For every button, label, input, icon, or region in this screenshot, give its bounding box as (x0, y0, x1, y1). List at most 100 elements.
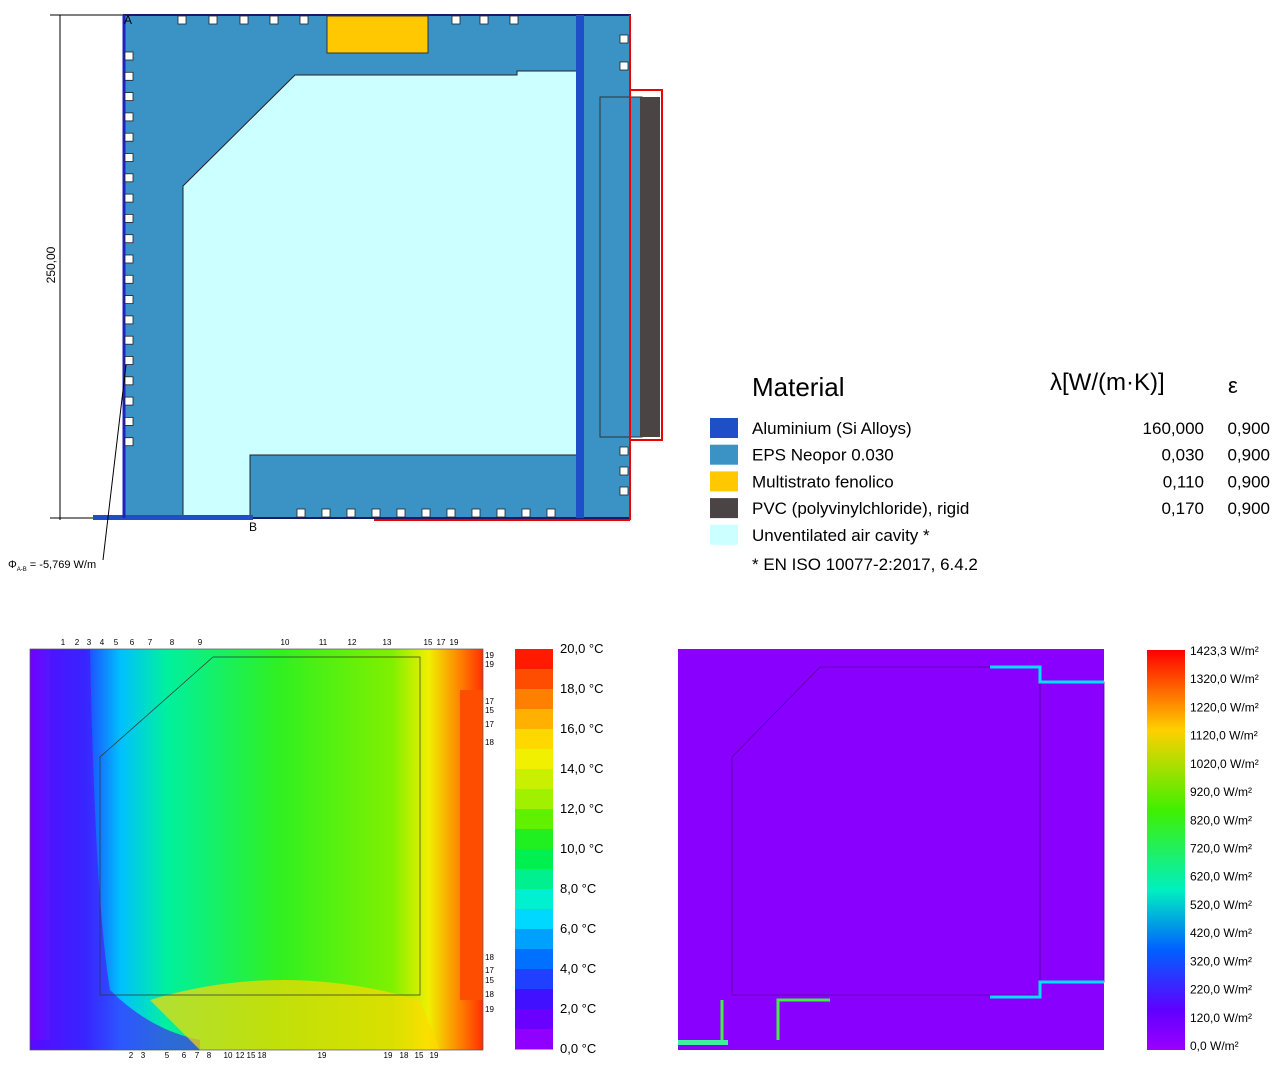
marker (124, 92, 134, 101)
legend-footnote: * EN ISO 10077-2:2017, 6.4.2 (752, 555, 978, 574)
contour-label: 3 (141, 1051, 146, 1060)
marker (619, 446, 629, 456)
marker (619, 486, 629, 496)
contour-label: 17 (485, 966, 494, 975)
scale-label: 18,0 °C (560, 681, 604, 696)
marker (371, 508, 381, 518)
marker (619, 466, 629, 476)
marker (479, 15, 489, 25)
scale-label: 720,0 W/m² (1190, 842, 1252, 856)
scale-band (515, 869, 553, 890)
scale-label: 1220,0 W/m² (1190, 700, 1259, 714)
legend-swatch (710, 471, 738, 492)
marker (124, 132, 134, 142)
scale-label: 120,0 W/m² (1190, 1011, 1252, 1025)
marker (124, 213, 134, 223)
scale-band (515, 809, 553, 830)
aluminium-profile (576, 15, 584, 518)
scale-label: 12,0 °C (560, 801, 604, 816)
contour-label: 15 (485, 706, 494, 715)
legend-lambda: 0,110 (1163, 472, 1204, 491)
marker (124, 274, 134, 284)
scale-band (515, 1009, 553, 1030)
legend-swatch (710, 444, 738, 465)
marker (124, 153, 134, 162)
contour-label: 13 (383, 638, 392, 647)
marker (471, 508, 481, 518)
marker (451, 15, 461, 25)
outline (99, 656, 421, 996)
scale-label: 1020,0 W/m² (1190, 757, 1259, 771)
marker (124, 376, 134, 386)
contour-label: 6 (182, 1051, 187, 1060)
marker (124, 173, 134, 183)
hotspot (990, 665, 1104, 684)
contour-label: 19 (485, 651, 494, 660)
contour-label: 8 (170, 638, 175, 647)
contour-label: 6 (130, 638, 135, 647)
legend-material: PVC (polyvinylchloride), rigid (752, 499, 969, 518)
scale-label: 920,0 W/m² (1190, 785, 1252, 799)
scale-band (515, 789, 553, 810)
legend-swatch (710, 498, 738, 519)
scale-label: 1320,0 W/m² (1190, 672, 1259, 686)
scale-label: 620,0 W/m² (1190, 870, 1252, 884)
plot-border (29, 648, 484, 1051)
pvc (640, 97, 660, 437)
scale-band (515, 669, 553, 690)
contour-label: 2 (75, 638, 80, 647)
marker (446, 508, 456, 518)
legend-header: ε (1228, 373, 1238, 398)
marker (346, 508, 356, 518)
marker (124, 51, 134, 61)
marker (124, 254, 134, 264)
marker (239, 15, 249, 25)
plywood (326, 15, 429, 54)
contour-label: 7 (195, 1051, 200, 1060)
marker (421, 508, 431, 518)
scale-band (515, 829, 553, 850)
scale-band (515, 989, 553, 1010)
contour-label: 19 (430, 1051, 439, 1060)
scale-band (515, 929, 553, 950)
contour-label: 18 (485, 990, 494, 999)
scale-band (515, 749, 553, 770)
scale-band (515, 1029, 553, 1050)
hotspot (990, 980, 1104, 999)
flux-plot: 1423,3 W/m² 1320,0 W/m² 1220,0 W/m² 1120,0 … (678, 644, 1259, 1053)
scale-label: 10,0 °C (560, 841, 604, 856)
flux-subscript: A-B (17, 567, 27, 573)
flux-result: ΦA-B = -5,769 W/m (8, 559, 96, 573)
scale-band (515, 889, 553, 910)
scale-label: 320,0 W/m² (1190, 954, 1252, 968)
flux-symbol: Φ (8, 559, 17, 571)
point-b: B (249, 520, 257, 534)
marker (321, 508, 331, 518)
scale-label: 420,0 W/m² (1190, 926, 1252, 940)
contour-label: 18 (485, 738, 494, 747)
contour-label: 19 (485, 660, 494, 669)
legend-lambda: 0,170 (1161, 499, 1204, 518)
scale-band (515, 649, 553, 670)
scale-label: 20,0 °C (560, 641, 604, 656)
legend-header: λ[W/(m·K)] (1050, 369, 1165, 396)
glass-unit (599, 96, 643, 438)
contour-label: 15 (247, 1051, 256, 1060)
legend-material: Multistrato fenolico (752, 472, 894, 491)
legend-material: EPS Neopor 0.030 (752, 446, 894, 465)
legend-epsilon: 0,900 (1227, 419, 1270, 438)
marker (396, 508, 406, 518)
scale-label: 0,0 °C (560, 1041, 596, 1056)
contour-label: 2 (129, 1051, 134, 1060)
legend-swatch (710, 524, 738, 545)
marker (509, 15, 519, 25)
marker (124, 416, 134, 426)
scale-band (515, 909, 553, 930)
scale-band (515, 729, 553, 750)
scale-label: 8,0 °C (560, 881, 596, 896)
scale-label: 0,0 W/m² (1190, 1039, 1239, 1053)
marker (124, 396, 134, 406)
legend-swatch (710, 418, 738, 438)
